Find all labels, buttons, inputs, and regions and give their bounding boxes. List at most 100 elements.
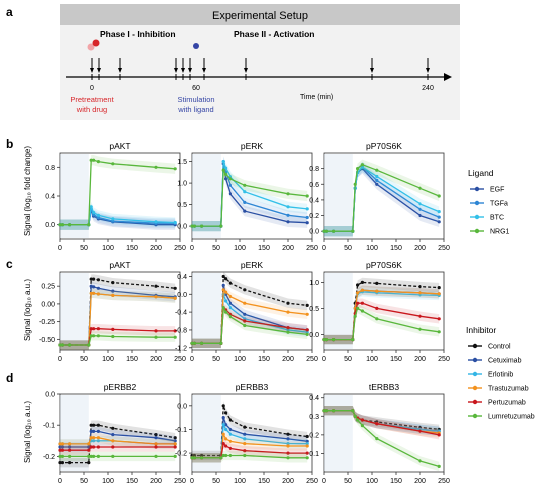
data-point	[219, 341, 223, 345]
chart-title: pERBB2	[104, 382, 137, 392]
data-point	[228, 294, 232, 299]
data-point	[375, 168, 379, 172]
data-point	[173, 286, 177, 290]
data-point	[228, 446, 232, 450]
data-point	[356, 167, 360, 171]
data-point	[87, 461, 91, 465]
plot-frame	[323, 152, 445, 240]
x-tick-label: 0	[58, 356, 62, 363]
pretreatment-label-line2: with drug	[76, 105, 107, 114]
data-point	[286, 192, 290, 196]
timepoint-arrowhead	[188, 68, 192, 73]
data-point	[68, 445, 72, 449]
data-point	[200, 456, 204, 460]
x-tick-label: 100	[366, 245, 378, 252]
row-d-ylabel: Signal (log₁₀ a.u.)	[23, 401, 32, 463]
series-band	[324, 161, 440, 237]
setup-background	[60, 25, 460, 120]
series-pertuzumab	[58, 442, 177, 455]
data-point	[60, 442, 64, 446]
setup-title: Experimental Setup	[212, 10, 308, 22]
series-band	[192, 420, 308, 463]
data-point	[324, 409, 328, 413]
x-tick-label: 0	[190, 478, 194, 485]
x-tick-label: 100	[102, 356, 114, 363]
x-tick-label: 50	[212, 245, 220, 252]
data-point	[221, 453, 225, 458]
data-point	[353, 414, 357, 418]
data-point	[418, 291, 422, 295]
pretreatment-label-line1: Pretreatment	[70, 95, 114, 104]
x-tick-label: 50	[344, 478, 352, 485]
data-point	[224, 166, 228, 170]
data-point	[418, 314, 422, 318]
series-band	[324, 303, 440, 345]
legend-label: TGFa	[490, 201, 508, 208]
series-lumretuzumab	[190, 450, 309, 463]
stimulation-ligand-icon	[193, 43, 199, 49]
y-tick-label: 0.0	[309, 229, 319, 236]
x-tick-label: 0	[58, 245, 62, 252]
data-point	[60, 448, 64, 452]
x-tick-label: 50	[344, 356, 352, 363]
data-point	[89, 158, 93, 162]
data-point	[173, 436, 177, 440]
series-band	[324, 163, 440, 237]
data-point	[243, 425, 247, 429]
data-point	[324, 338, 328, 342]
data-point	[375, 178, 379, 182]
data-point	[228, 177, 232, 181]
plot-frame	[59, 393, 181, 473]
x-tick-label: 50	[80, 478, 88, 485]
tick-60: 60	[192, 85, 200, 92]
data-point	[89, 205, 93, 209]
x-tick-label: 250	[174, 478, 186, 485]
data-point	[200, 453, 204, 458]
x-tick-label: 200	[150, 245, 162, 252]
y-tick-label: 0.25	[41, 284, 55, 291]
data-point	[221, 432, 225, 436]
x-tick-label: 100	[366, 356, 378, 363]
row-b-ylabel: Signal (log₁₀ fold change)	[23, 146, 32, 236]
data-point	[154, 295, 158, 299]
data-point	[60, 461, 64, 465]
data-point	[92, 285, 96, 289]
data-point	[418, 459, 422, 463]
data-point	[286, 326, 290, 330]
data-point	[92, 454, 96, 458]
data-point	[89, 334, 93, 338]
data-point	[228, 306, 232, 310]
y-tick-label: 0.0	[177, 403, 187, 410]
data-point	[154, 284, 158, 288]
data-point	[375, 174, 379, 179]
data-point	[360, 418, 364, 422]
data-point	[224, 177, 228, 181]
data-point	[437, 220, 441, 224]
data-point	[92, 291, 96, 295]
data-point	[360, 280, 364, 284]
data-point	[356, 306, 360, 310]
data-point	[111, 293, 115, 297]
data-point	[96, 278, 100, 282]
x-tick-label: 200	[282, 478, 294, 485]
data-point	[92, 334, 96, 338]
chart-b-perk: pERK 0.0 0.5 1.0 1.5 0 50 100 150 200 250	[177, 141, 318, 252]
legend-item-control: Control	[468, 344, 511, 351]
series-band	[192, 412, 308, 463]
timepoint-arrowhead	[90, 68, 94, 73]
y-tick-label: 0.0	[45, 222, 55, 229]
y-tick-label: 0.0	[177, 292, 187, 299]
series-lumretuzumab	[322, 303, 441, 345]
y-tick-label: 0.4	[309, 395, 319, 402]
data-point	[92, 158, 96, 162]
data-point	[221, 442, 225, 446]
data-point	[243, 442, 247, 446]
data-point	[87, 445, 91, 449]
x-tick-label: 250	[306, 245, 318, 252]
data-point	[111, 217, 115, 221]
data-point	[92, 327, 96, 331]
data-point	[437, 194, 441, 198]
y-tick-label: 0.5	[177, 202, 187, 209]
legend-swatch-dot	[474, 200, 480, 206]
plot-frame	[323, 271, 445, 351]
